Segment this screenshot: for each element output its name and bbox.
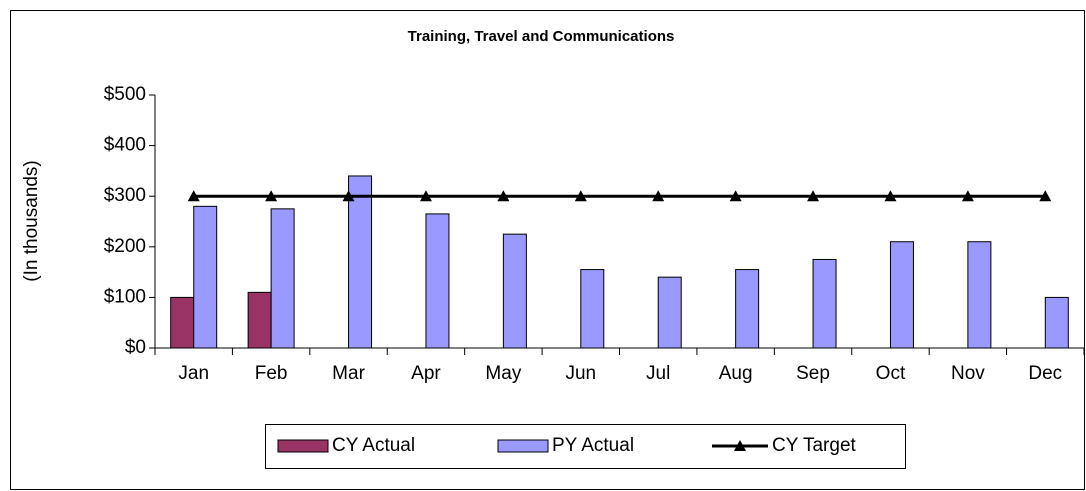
legend-swatch [497,439,549,453]
bar [580,269,605,349]
x-tick-label: Aug [719,363,753,384]
marker [497,190,510,202]
marker [187,190,200,202]
x-tick-label: Apr [411,363,441,384]
y-tick-label: $500 [104,84,146,105]
bar [1044,296,1069,349]
marker [807,190,820,202]
marker [729,190,742,202]
chart-border [10,10,1085,490]
x-tick-label: Oct [876,363,906,384]
y-tick-label: $200 [104,236,146,257]
marker [652,190,665,202]
marker [1039,190,1052,202]
x-tick-label: Jan [178,363,209,384]
bar [425,213,450,349]
x-tick-label: Jun [565,363,596,384]
marker [884,190,897,202]
bar [247,291,272,349]
legend-label: PY Actual [552,435,634,456]
x-tick-label: Nov [951,363,985,384]
y-axis-label: (In thousands) [21,160,42,281]
x-tick-label: Sep [796,363,830,384]
x-tick-label: Mar [332,363,365,384]
y-tick-label: $100 [104,286,146,307]
x-tick-label: Jul [646,363,670,384]
y-tick-label: $300 [104,185,146,206]
marker [419,190,432,202]
legend-marker [734,440,746,451]
y-tick-label: $0 [125,337,146,358]
bar [348,175,373,349]
y-tick-label: $400 [104,135,146,156]
bar [170,296,195,349]
bar [967,241,992,349]
bar [270,208,295,349]
chart-title: Training, Travel and Communications [408,28,675,45]
x-tick-label: Feb [255,363,288,384]
marker [961,190,974,202]
legend-label: CY Actual [332,435,415,456]
legend-box [265,424,906,469]
legend-swatch [277,439,329,453]
marker [265,190,278,202]
bar [812,258,837,349]
bar [735,269,760,349]
x-tick-label: Dec [1028,363,1062,384]
bar [889,241,914,349]
bar [502,233,527,349]
marker [574,190,587,202]
bar [657,276,682,349]
bar [193,205,218,349]
legend-label: CY Target [772,435,857,456]
marker [342,190,355,202]
x-tick-label: May [485,363,521,384]
